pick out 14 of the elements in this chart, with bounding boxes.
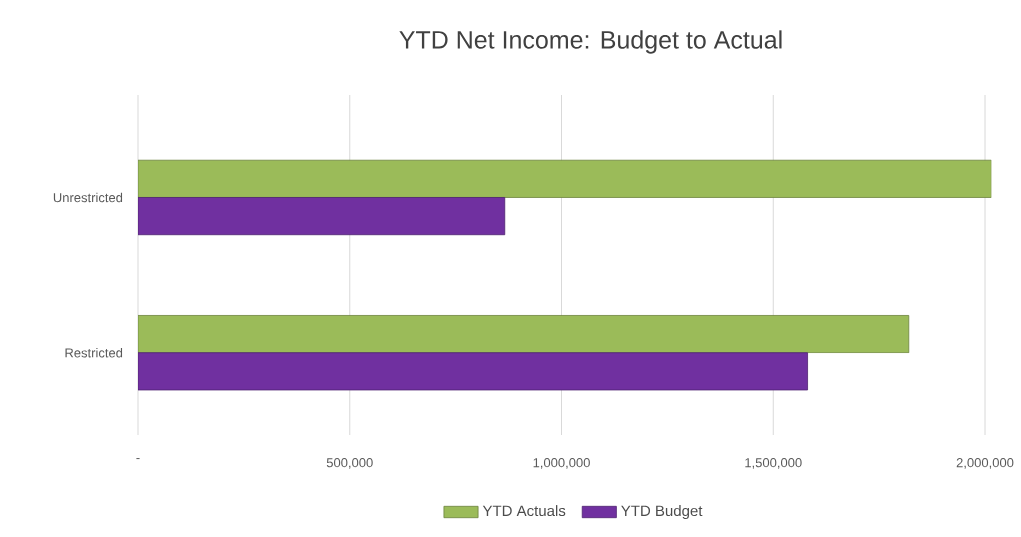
x-tick-label: 1,000,000	[533, 458, 590, 469]
x-tick-label: 2,000,000	[956, 458, 1014, 469]
x-tick-label: -	[136, 458, 140, 460]
x-tick-label: 1,500,000	[745, 458, 802, 469]
y-tick-label: Unrestricted	[53, 192, 123, 203]
legend-label: YTD Budget	[621, 505, 703, 520]
bar	[138, 352, 808, 391]
chart-title: YTD Net Income: Budget to Actual	[399, 30, 782, 54]
y-tick-label: Restricted	[65, 347, 123, 358]
bar	[138, 315, 910, 354]
x-tick-label: 500,000	[326, 458, 373, 469]
legend-label: YTD Actuals	[482, 505, 566, 517]
bar	[138, 197, 506, 236]
bar	[138, 159, 992, 198]
